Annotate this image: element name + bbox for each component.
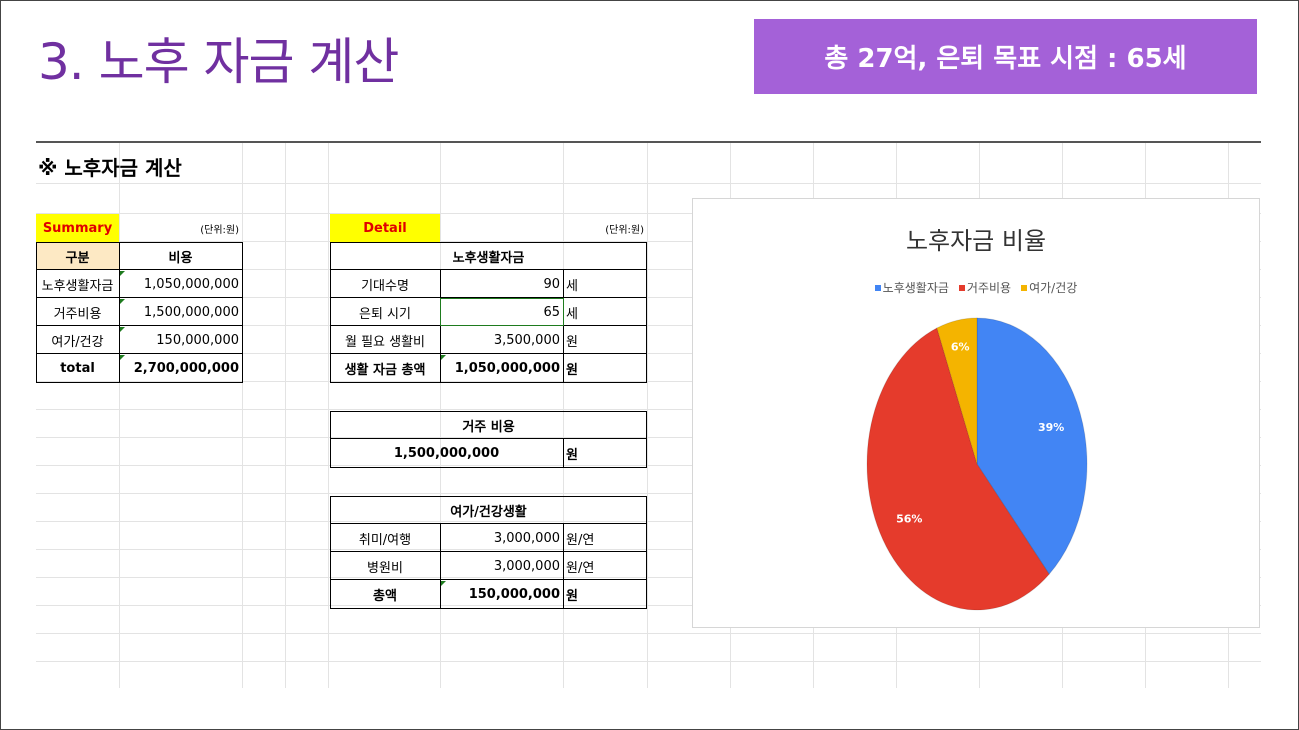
selected-cell <box>440 298 564 326</box>
legend-item: 거주비용 <box>958 279 1012 296</box>
living-title: 노후생활자금 <box>452 250 525 266</box>
housing-title: 거주 비용 <box>462 419 515 435</box>
leisure-row-name: 취미/여행 <box>358 532 412 548</box>
detail-label: Detail <box>330 214 440 242</box>
summary-row-value: 1,050,000,000 <box>143 276 239 292</box>
summary-label: Summary <box>36 214 119 242</box>
leisure-row-value: 3,000,000 <box>493 558 560 574</box>
pie-slice-living <box>976 317 1088 576</box>
leisure-total-name: 총액 <box>373 588 397 604</box>
summary-row-value: 1,500,000,000 <box>143 304 239 320</box>
section-title: ※ 노후자금 계산 <box>38 156 182 180</box>
housing-unit: 원 <box>566 447 578 463</box>
living-row-unit: 세 <box>566 278 578 294</box>
summary-unit: (단위:원) <box>200 224 239 236</box>
living-row-value: 90 <box>543 276 560 292</box>
summary-header-cost: 비용 <box>168 250 193 266</box>
summary-row-value: 150,000,000 <box>156 332 239 348</box>
leisure-total-value: 150,000,000 <box>468 586 560 602</box>
leisure-row-name: 병원비 <box>367 560 403 576</box>
leisure-title: 여가/건강생활 <box>450 504 527 520</box>
title-divider <box>36 141 1261 143</box>
pie-label-living: 39% <box>1038 421 1064 434</box>
pie-slice-housing <box>866 327 1050 611</box>
legend-swatch-0 <box>874 284 881 291</box>
summary-row-name: 거주비용 <box>53 306 102 322</box>
chart-legend: 노후생활자금 거주비용 여가/건강 <box>693 279 1259 296</box>
pie-label-housing: 56% <box>896 512 922 525</box>
living-row-name: 기대수명 <box>361 278 409 294</box>
legend-item: 여가/건강 <box>1021 279 1077 296</box>
legend-swatch-1 <box>958 284 965 291</box>
leisure-row-unit: 원/연 <box>566 560 595 576</box>
pie-chart: 노후자금 비율 노후생활자금 거주비용 여가/건강 39% 56% 6% <box>692 198 1260 628</box>
living-total-value: 1,050,000,000 <box>454 360 560 376</box>
summary-header-category: 구분 <box>36 242 119 270</box>
legend-label: 거주비용 <box>966 281 1012 295</box>
living-row-name: 은퇴 시기 <box>359 306 411 322</box>
living-total-unit: 원 <box>566 362 578 378</box>
slide-title: 3. 노후 자금 계산 <box>38 33 399 91</box>
living-row-value: 65 <box>543 304 560 320</box>
summary-total-name: total <box>60 360 95 376</box>
living-row-unit: 세 <box>566 306 578 322</box>
legend-label: 노후생활자금 <box>882 281 949 295</box>
detail-unit: (단위:원) <box>605 224 644 236</box>
housing-value: 1,500,000,000 <box>393 445 500 461</box>
pie-svg: 39% 56% 6% <box>866 317 1088 611</box>
living-row-name: 월 필요 생활비 <box>344 334 426 350</box>
chart-title: 노후자금 비율 <box>905 227 1047 255</box>
pie-slice-leisure <box>936 317 978 465</box>
summary-row-name: 여가/건강 <box>51 334 104 350</box>
legend-label: 여가/건강 <box>1029 281 1078 295</box>
leisure-total-unit: 원 <box>566 588 578 604</box>
living-row-value: 3,500,000 <box>493 332 560 348</box>
legend-swatch-2 <box>1021 284 1028 291</box>
legend-item: 노후생활자금 <box>874 279 949 296</box>
target-badge: 총 27억, 은퇴 목표 시점 : 65세 <box>754 19 1257 94</box>
living-row-unit: 원 <box>566 334 578 350</box>
living-total-name: 생활 자금 총액 <box>344 362 426 378</box>
leisure-row-unit: 원/연 <box>566 532 595 548</box>
summary-total-value: 2,700,000,000 <box>133 360 239 376</box>
summary-row-name: 노후생활자금 <box>41 278 114 294</box>
leisure-row-value: 3,000,000 <box>493 530 560 546</box>
pie-label-leisure: 6% <box>951 340 970 353</box>
